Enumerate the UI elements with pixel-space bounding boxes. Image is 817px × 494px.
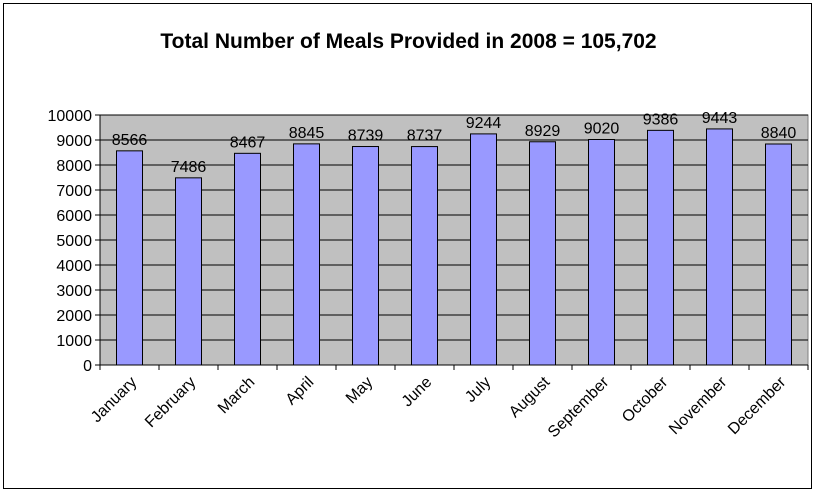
bar-november xyxy=(706,128,733,366)
x-tick-label-february: February xyxy=(142,374,199,431)
y-axis: 0 1000 2000 3000 4000 5000 6000 7000 8000 9000 100… xyxy=(48,108,101,375)
x-tick-label-may: May xyxy=(343,374,376,407)
data-label-july: 9244 xyxy=(466,115,502,132)
y-tick-label: 5000 xyxy=(56,233,92,250)
x-tick-label-march: March xyxy=(215,374,258,417)
x-tick-label-september: September xyxy=(545,373,613,441)
y-tick-label: 8000 xyxy=(56,158,92,175)
y-tick-label: 7000 xyxy=(56,183,92,200)
x-tick-label-november: November xyxy=(666,373,731,438)
bar-october xyxy=(647,129,674,366)
data-label-november: 9443 xyxy=(702,110,738,127)
x-tick-label-july: July xyxy=(462,374,494,406)
y-tick-label: 9000 xyxy=(56,133,92,150)
data-label-september: 9020 xyxy=(584,121,620,138)
bar-july xyxy=(470,133,497,366)
bar-march xyxy=(234,152,261,366)
x-tick-label-december: December xyxy=(725,373,790,438)
x-tick-label-october: October xyxy=(619,373,672,426)
x-axis: January February March April May June July Augu… xyxy=(88,364,809,441)
data-label-february: 7486 xyxy=(171,159,207,176)
bar-august xyxy=(529,141,556,366)
y-tick-label: 1000 xyxy=(56,333,92,350)
data-label-march: 8467 xyxy=(230,134,266,151)
x-tick-label-april: April xyxy=(283,374,318,409)
x-tick-label-june: June xyxy=(399,374,436,411)
data-label-january: 8566 xyxy=(112,132,148,149)
data-label-october: 9386 xyxy=(643,111,679,128)
y-tick-label: 4000 xyxy=(56,258,92,275)
chart-title: Total Number of Meals Provided in 2008 =… xyxy=(160,30,657,53)
bar-january xyxy=(116,150,143,366)
data-label-april: 8845 xyxy=(289,125,325,142)
bar-june xyxy=(411,146,438,366)
y-tick-label: 2000 xyxy=(56,308,92,325)
data-label-may: 8739 xyxy=(348,128,384,145)
x-tick-label-january: January xyxy=(88,374,140,426)
y-tick-label: 10000 xyxy=(48,108,93,125)
y-tick-label: 0 xyxy=(83,358,92,375)
data-labels: 8566 7486 8467 8845 8739 8737 9244 8929 9020 9386… xyxy=(112,110,797,176)
bar-december xyxy=(765,143,792,366)
data-label-december: 8840 xyxy=(761,125,797,142)
y-tick-label: 6000 xyxy=(56,208,92,225)
x-tick-label-august: August xyxy=(506,373,554,421)
bars xyxy=(116,128,792,366)
data-label-june: 8737 xyxy=(407,128,443,145)
bar-april xyxy=(293,143,320,366)
gridlines xyxy=(100,114,808,341)
bar-september xyxy=(588,139,615,366)
bar-may xyxy=(352,146,379,366)
y-tick-label: 3000 xyxy=(56,283,92,300)
data-label-august: 8929 xyxy=(525,123,561,140)
bar-february xyxy=(175,177,202,366)
